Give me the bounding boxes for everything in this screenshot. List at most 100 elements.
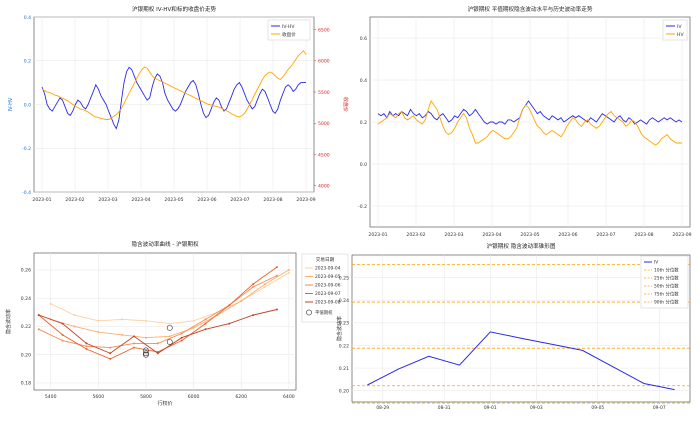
y-tick-label: 0.6 [360, 36, 367, 42]
legend-box [267, 19, 311, 41]
x-tick-label: 2023-05 [164, 197, 183, 203]
series-point [121, 318, 124, 321]
x-tick-label: 2023-09 [672, 232, 691, 238]
x-tick-label: 2023-03 [444, 232, 463, 238]
series-point [61, 322, 64, 325]
series-point [168, 322, 171, 325]
series-point [37, 314, 40, 317]
y-right-tick-label: 6000 [318, 59, 330, 65]
chart-title: 沪银期权 隐含波动率锥形图 [487, 242, 556, 250]
chart-title: 沪银期权 IV-HV和标的收盘价走势 [132, 5, 217, 13]
y-tick-label: 0.2 [24, 59, 31, 65]
series-point [49, 302, 52, 305]
atm-marker [143, 351, 149, 358]
y-tick-label: -0.4 [22, 190, 31, 196]
series-point [228, 322, 231, 325]
series-point [264, 285, 267, 288]
y-right-tick-label: 6500 [318, 27, 330, 33]
chart-iv-hv: 2023-01 2023-02 2023-03 2023-04 2023-05 2023-… [358, 5, 692, 238]
y-right-axis-label: 收盘价 [342, 97, 349, 112]
x-tick-label: 2023-07 [596, 232, 615, 238]
chart-iv-cone: 08-29 08-31 09-01 09-03 09-05 09-07 0.20 0.21 0.… [336, 242, 691, 411]
y-axis-label: 隐含波动率 [336, 316, 343, 341]
x-tick-label: 5600 [92, 394, 104, 400]
series-point [192, 326, 195, 329]
legend-box [301, 253, 349, 323]
series-point [73, 314, 76, 317]
atm-marker [166, 324, 173, 331]
x-tick-label: 2023-01 [32, 197, 51, 203]
legend-label: 2023-09-07 [315, 291, 341, 297]
series-point [275, 308, 278, 311]
series-point [133, 346, 136, 349]
x-tick-label: 09-01 [484, 405, 497, 411]
series-point [85, 342, 88, 345]
chart-ivhv-price: 2023-01 2023-02 2023-03 2023-04 2023-05 2023-… [8, 5, 349, 203]
series-point [168, 335, 171, 338]
legend-label: 75th 分位数 [654, 291, 679, 298]
series-point [73, 325, 76, 328]
series-point [109, 352, 112, 355]
legend-label: 50th 分位数 [654, 283, 679, 290]
series-point [180, 336, 183, 339]
series-point [85, 345, 88, 348]
y-tick-label: 0.4 [360, 78, 367, 84]
series-point [252, 285, 255, 288]
y-tick-label: -0.2 [22, 146, 31, 152]
chart-title: 隐含波动率曲线 - 沪银期权 [131, 240, 199, 248]
series-line-1 [41, 50, 307, 120]
y-right-tick-label: 5000 [318, 121, 330, 127]
legend-label: 90th 分位数 [654, 299, 679, 306]
series-point [192, 319, 195, 322]
y-right-tick-label: 5500 [318, 90, 330, 96]
x-axis-label: 行权价 [157, 400, 172, 407]
x-tick-label: 08-31 [438, 405, 451, 411]
x-tick-label: 2023-04 [131, 197, 150, 203]
series-point [252, 283, 255, 286]
x-tick-label: 2023-02 [406, 232, 425, 238]
series-point [133, 335, 136, 338]
x-tick-label: 2023-07 [230, 197, 249, 203]
x-tick-label: 2023-05 [520, 232, 539, 238]
series-point [228, 304, 231, 307]
series-point [275, 266, 278, 269]
x-tick-label: 2023-08 [263, 197, 282, 203]
y-tick-label: 0.22 [339, 343, 349, 349]
legend-label: 2023-09-05 [315, 274, 341, 280]
legend-title: 交易日期 [316, 256, 335, 263]
series-point [61, 339, 64, 342]
chart-title: 沪银期权 平值期权隐含波动水平与历史波动率走势 [468, 5, 593, 13]
series-point [287, 271, 290, 274]
legend-label: 2023-09-04 [315, 266, 341, 272]
atm-marker [143, 347, 149, 354]
y-tick-label: 0.24 [339, 298, 349, 304]
y-tick-label: 0.21 [339, 366, 349, 372]
series-line-0 [377, 100, 683, 125]
x-tick-label: 2023-06 [197, 197, 216, 203]
x-tick-label: 6000 [188, 394, 200, 400]
series-line-0 [41, 66, 306, 130]
x-tick-label: 2023-02 [65, 197, 84, 203]
y-tick-label: 0.0 [360, 162, 367, 168]
series-point [109, 346, 112, 349]
legend-label: 2023-09-06 [315, 283, 341, 289]
y-tick-label: 0.22 [21, 324, 31, 330]
legend-label: 收盘价 [282, 31, 296, 38]
series-point [240, 300, 243, 303]
series-point [109, 357, 112, 360]
x-tick-label: 09-07 [653, 405, 666, 411]
y-tick-label: 0.20 [339, 388, 349, 394]
series-point [85, 348, 88, 351]
x-tick-label: 5800 [140, 394, 152, 400]
series-point [204, 328, 207, 331]
legend-label: IV-HV [282, 24, 295, 30]
y-axis-label: IV-HV [8, 97, 14, 111]
series-point [275, 274, 278, 277]
series-point [144, 336, 147, 339]
legend-atm-marker [306, 309, 312, 316]
series-point [287, 268, 290, 271]
y-tick-label: 0.25 [339, 275, 349, 281]
y-axis-label: 隐含波动率 [5, 309, 12, 334]
legend-label: 2023-09-08 [315, 300, 341, 306]
series-point [156, 342, 159, 345]
